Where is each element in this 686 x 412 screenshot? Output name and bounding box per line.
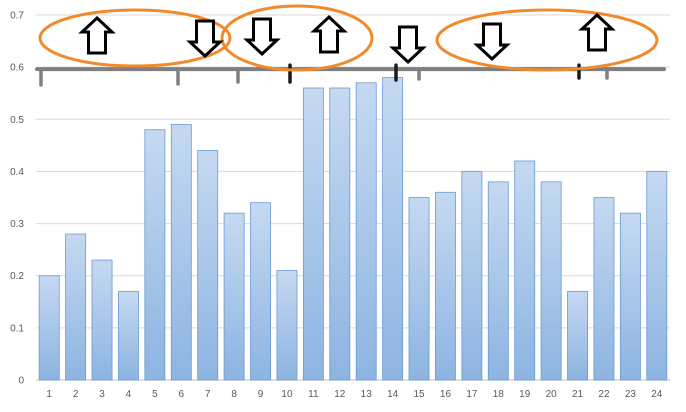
x-tick-label: 16 — [440, 389, 452, 400]
y-tick-label: 0.7 — [10, 11, 24, 22]
y-tick-label: 0.2 — [10, 271, 24, 282]
bar — [541, 182, 561, 380]
bar — [620, 213, 640, 380]
arrow-down-icon — [190, 21, 220, 56]
y-tick-label: 0.6 — [10, 63, 24, 74]
x-tick-label: 7 — [205, 389, 211, 400]
x-tick-label: 10 — [281, 389, 293, 400]
x-tick-label: 5 — [152, 389, 158, 400]
arrow-down-icon — [247, 19, 277, 54]
x-tick-label: 13 — [361, 389, 373, 400]
bar — [488, 182, 508, 380]
bar — [330, 88, 350, 380]
arrow-up-icon — [582, 15, 612, 50]
x-tick-label: 18 — [493, 389, 505, 400]
arrow-up-icon — [82, 18, 112, 53]
bar — [383, 78, 403, 380]
bar — [224, 213, 244, 380]
bar — [356, 83, 376, 380]
bar — [568, 291, 588, 380]
bar — [277, 271, 297, 381]
arrow-down-icon — [477, 24, 507, 59]
x-tick-label: 17 — [466, 389, 478, 400]
y-tick-label: 0.5 — [10, 115, 24, 126]
annotations — [37, 6, 664, 85]
x-tick-label: 3 — [99, 389, 105, 400]
x-tick-label: 6 — [179, 389, 185, 400]
bar — [118, 291, 138, 380]
x-tick-label: 11 — [308, 389, 319, 400]
y-axis: 0 0.1 0.2 0.3 0.4 0.5 0.6 0.7 — [10, 11, 24, 387]
x-tick-label: 21 — [572, 389, 584, 400]
x-tick-label: 1 — [46, 389, 52, 400]
bar — [515, 161, 535, 380]
arrow-down-icon — [393, 27, 423, 62]
x-tick-label: 9 — [258, 389, 264, 400]
x-tick-label: 22 — [598, 389, 610, 400]
bar — [251, 203, 271, 380]
bar — [198, 151, 218, 380]
bar — [92, 260, 112, 380]
bar — [409, 198, 429, 381]
x-tick-label: 14 — [387, 389, 399, 400]
highlight-ellipse — [222, 6, 372, 70]
x-tick-label: 15 — [413, 389, 425, 400]
x-axis: 1 2 3 4 5 6 7 8 9 10 11 12 13 14 15 16 17 18 19 20 21 22 23 24 — [46, 389, 662, 400]
bar — [66, 234, 86, 380]
x-tick-label: 4 — [126, 389, 132, 400]
highlight-ellipse — [437, 10, 657, 70]
y-tick-label: 0.3 — [10, 219, 24, 230]
bar — [39, 276, 59, 380]
bar — [145, 130, 165, 380]
x-tick-label: 12 — [334, 389, 346, 400]
bar — [303, 88, 323, 380]
y-tick-label: 0 — [18, 376, 24, 387]
x-tick-label: 20 — [546, 389, 558, 400]
x-tick-label: 8 — [231, 389, 237, 400]
bar — [462, 171, 482, 380]
y-tick-label: 0.4 — [10, 167, 24, 178]
bar — [647, 171, 667, 380]
bar — [171, 125, 191, 381]
bars — [39, 78, 667, 380]
x-tick-label: 23 — [625, 389, 637, 400]
arrow-up-icon — [314, 17, 344, 52]
y-tick-label: 0.1 — [10, 323, 24, 334]
x-tick-label: 24 — [651, 389, 663, 400]
x-tick-label: 19 — [519, 389, 531, 400]
x-tick-label: 2 — [73, 389, 79, 400]
bar — [594, 198, 614, 381]
bar — [435, 192, 455, 380]
